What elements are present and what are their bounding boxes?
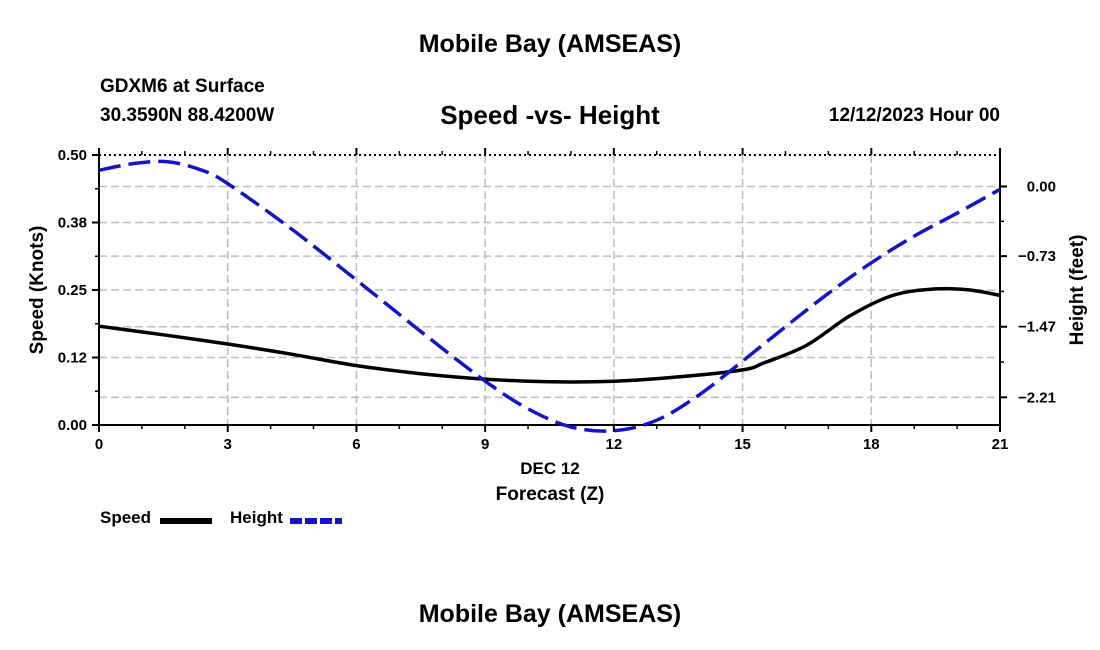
x-axis-label: Forecast (Z) (496, 484, 605, 505)
y-axis-label: Speed (Knots) (27, 226, 48, 355)
y-tick-label: 0.38 (58, 215, 87, 232)
legend-speed-label: Speed (100, 508, 152, 527)
legend-height-label: Height (230, 508, 283, 527)
x-tick-label: 9 (481, 436, 489, 453)
y2-tick-label: −2.21 (1018, 389, 1056, 406)
y2-axis-label: Height (feet) (1067, 235, 1088, 346)
legend-speed-swatch (160, 518, 212, 524)
legend-height-swatch (290, 518, 342, 524)
y-tick-label: 0.00 (58, 417, 87, 434)
series (98, 159, 1001, 433)
x-axis-date-label: DEC 12 (520, 459, 580, 478)
y-tick-label: 0.50 (58, 147, 87, 164)
footer-title: Mobile Bay (AMSEAS) (418, 600, 682, 628)
chart-title: Speed -vs- Height (440, 100, 660, 130)
x-tick-label: 0 (95, 436, 103, 453)
x-tick-label: 3 (224, 436, 232, 453)
series-line-height (98, 159, 1001, 433)
station-coordinates: 30.3590N 88.4200W (100, 105, 275, 126)
y-tick-label: 0.25 (58, 282, 87, 299)
x-tick-label: 18 (863, 436, 880, 453)
station-name: GDXM6 at Surface (100, 76, 265, 97)
x-tick-label: 15 (734, 436, 751, 453)
x-tick-label: 21 (992, 436, 1009, 453)
y2-tick-label: −1.47 (1018, 319, 1056, 336)
y-tick-label: 0.12 (58, 350, 87, 367)
forecast-date: 12/12/2023 Hour 00 (828, 105, 1000, 126)
y2-tick-label: −0.73 (1018, 248, 1056, 265)
x-tick-label: 12 (606, 436, 623, 453)
x-tick-label: 6 (352, 436, 360, 453)
series-line-speed (98, 286, 1001, 384)
page-title: Mobile Bay (AMSEAS) (418, 30, 682, 58)
axes: 0 3 6 9 12 15 18 21 0.00 0.12 0.25 0.38 0.50 0.00 −0.7… (58, 147, 1056, 453)
grid (99, 155, 1000, 425)
y2-tick-label: 0.00 (1027, 178, 1056, 195)
